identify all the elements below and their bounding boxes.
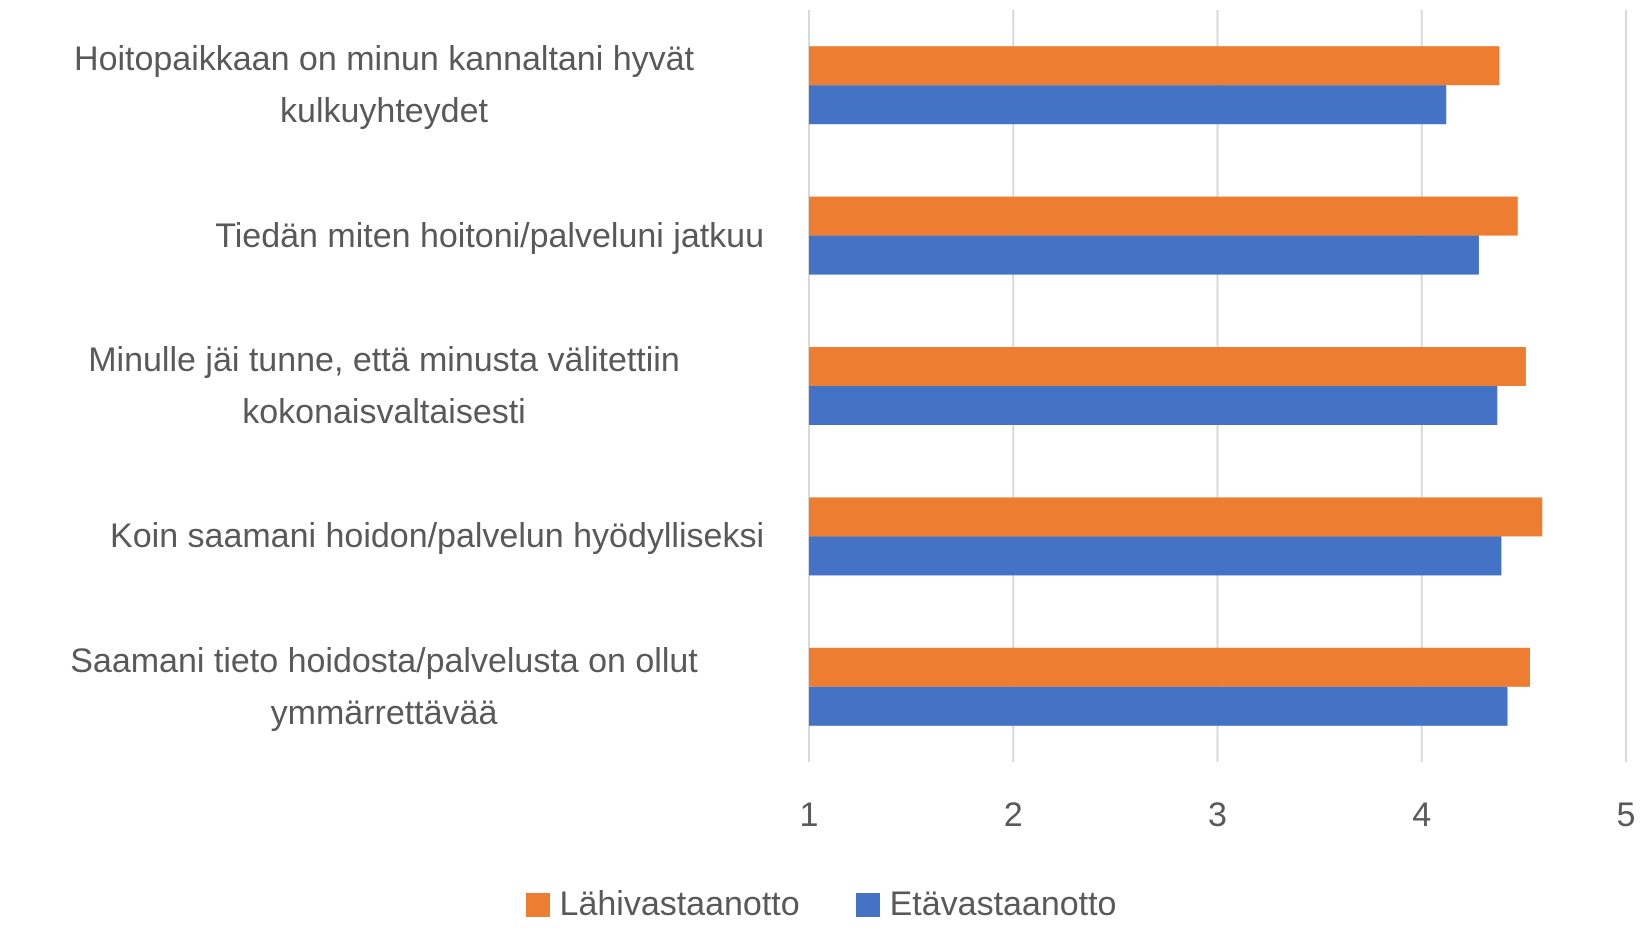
legend-label: Lähivastaanotto xyxy=(559,885,800,923)
bar xyxy=(809,85,1447,125)
legend-item: Lähivastaanotto xyxy=(525,885,800,924)
legend-swatch xyxy=(855,892,880,917)
bar xyxy=(809,536,1502,576)
category-label: Saamani tieto hoidosta/palvelusta on oll… xyxy=(70,641,698,732)
legend-item: Etävastaanotto xyxy=(855,885,1117,924)
bar xyxy=(809,196,1518,236)
bar xyxy=(809,386,1498,425)
legend-label: Etävastaanotto xyxy=(889,885,1117,923)
category-label: Tiedän miten hoitoni/palveluni jatkuu xyxy=(215,216,764,255)
x-tick-label: 4 xyxy=(1412,796,1431,834)
x-tick-label: 3 xyxy=(1208,796,1227,834)
bar xyxy=(809,46,1500,86)
bar xyxy=(809,647,1531,687)
legend: Lähivastaanotto Etävastaanotto xyxy=(0,885,1642,924)
category-label: Hoitopaikkaan on minun kannaltani hyvät … xyxy=(74,40,694,131)
bar xyxy=(809,497,1543,537)
bar xyxy=(809,686,1508,726)
x-tick-label: 5 xyxy=(1617,796,1636,834)
bar xyxy=(809,347,1526,386)
x-tick-label: 1 xyxy=(800,796,819,834)
category-label: Minulle jäi tunne, että minusta välitett… xyxy=(88,341,680,431)
x-tick-label: 2 xyxy=(1004,796,1023,834)
category-label: Koin saamani hoidon/palvelun hyödyllisek… xyxy=(110,517,764,556)
legend-swatch xyxy=(525,892,550,917)
bar xyxy=(809,235,1479,275)
